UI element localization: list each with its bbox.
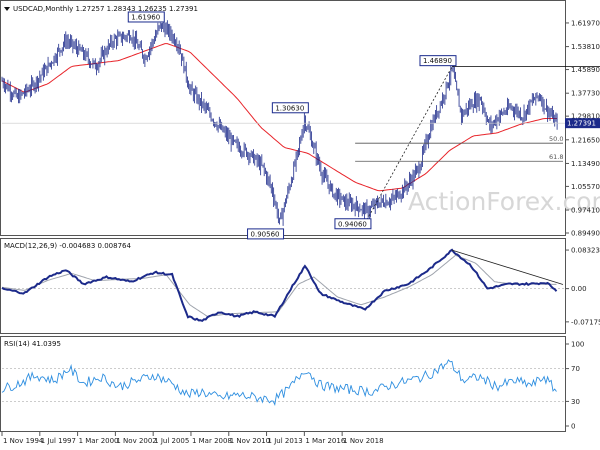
x-tick-label: 1 Jul 1997	[41, 437, 76, 445]
macd-layer: 0.083235 0.00 -0.071752	[1, 247, 600, 326]
x-tick-label: 1 Jul 2005	[154, 437, 189, 445]
macd-tick-label: 0.00	[571, 285, 587, 293]
price-axis-layer: 1.61970 1.53810 1.45890 1.37730 1.29810 1.216…	[2, 19, 600, 238]
price-header: USDCAD,Monthly 1.27257 1.28343 1.26235 1…	[4, 5, 198, 13]
rsi-header-text: RSI(14) 41.0395	[4, 340, 61, 348]
macd-header-text: MACD(12,26,9) -0.004683 0.008764	[4, 242, 131, 250]
price-tick-label: 1.05570	[571, 183, 600, 191]
last-price-tag	[565, 118, 600, 129]
macd-line	[1, 248, 558, 323]
fib-level-label: 50.0	[549, 135, 563, 143]
collapse-icon	[4, 7, 10, 11]
price-overlays-layer: 50.0 61.8 1.61960 1.30630 0.90560 0.94060 1.46…	[127, 11, 600, 240]
macd-tick-label: 0.083235	[571, 247, 600, 255]
last-price-label: 1.27391	[567, 120, 596, 128]
price-tick-label: 1.53810	[571, 43, 600, 51]
x-tick-label: 1 Nov 2018	[343, 437, 383, 445]
price-tick-label: 1.37730	[571, 90, 600, 98]
price-tick-label: 0.89490	[571, 230, 600, 238]
x-tick-label: 1 Mar 2000	[79, 437, 119, 445]
price-candles-layer	[1, 20, 558, 226]
level-label: 0.94060	[338, 220, 367, 228]
x-tick-label: 1 Mar 2016	[305, 437, 345, 445]
price-tick-label: 1.29810	[571, 113, 600, 121]
price-tick-label: 1.21650	[571, 136, 600, 144]
x-tick-label: 1 Nov 2002	[116, 437, 156, 445]
rsi-tick-label: 30	[571, 398, 580, 406]
rsi-tick-label: 100	[571, 341, 584, 349]
level-label-box	[334, 218, 372, 230]
rsi-tick-label: 70	[571, 365, 580, 373]
level-label-box	[247, 228, 285, 240]
fib-level-label: 61.8	[549, 153, 563, 161]
price-tick-label: 0.97410	[571, 207, 600, 215]
x-tick-label: 1 Jul 2013	[268, 437, 303, 445]
price-header-text: USDCAD,Monthly 1.27257 1.28343 1.26235 1…	[13, 5, 198, 13]
rsi-layer: 100 70 30 0	[1, 341, 584, 431]
trend-line	[366, 66, 453, 220]
rsi-panel-frame	[0, 336, 566, 432]
watermark: ActionForex.com	[408, 187, 600, 216]
x-tick-label: 1 Nov 2010	[230, 437, 270, 445]
level-label-box	[127, 11, 165, 23]
x-tick-label: 1 Mar 2008	[192, 437, 232, 445]
x-tick-label: 1 Nov 1994	[3, 437, 44, 445]
price-tick-label: 1.13490	[571, 160, 600, 168]
level-label-box	[271, 102, 309, 114]
macd-trend-line	[451, 249, 564, 285]
level-label-box	[419, 55, 457, 67]
macd-tick-label: -0.071752	[571, 318, 600, 326]
price-tick-label: 1.61970	[571, 19, 600, 27]
level-label: 1.46890	[423, 57, 452, 65]
rsi-line	[1, 359, 557, 406]
price-tick-label: 1.45890	[571, 66, 600, 74]
level-label: 1.30630	[275, 104, 304, 112]
level-label: 0.90560	[251, 230, 280, 238]
rsi-tick-label: 0	[571, 423, 575, 431]
level-label: 1.61960	[131, 13, 160, 21]
